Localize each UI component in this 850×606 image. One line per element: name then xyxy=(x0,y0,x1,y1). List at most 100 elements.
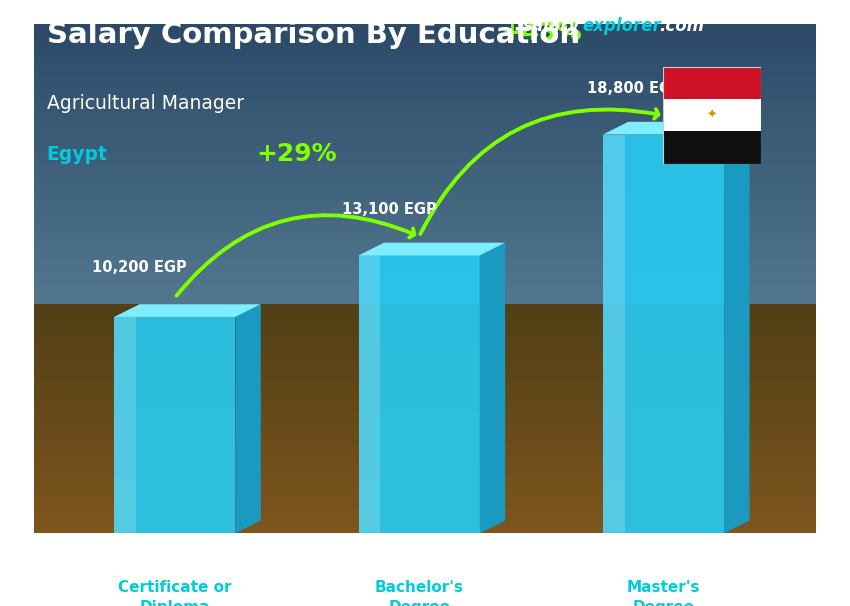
Bar xyxy=(34,438,816,444)
Bar xyxy=(34,336,816,342)
Bar xyxy=(34,342,816,349)
Bar xyxy=(34,482,816,488)
Polygon shape xyxy=(603,122,750,135)
Bar xyxy=(34,291,816,298)
Text: 10,200 EGP: 10,200 EGP xyxy=(92,259,187,275)
Bar xyxy=(34,495,816,502)
Bar xyxy=(34,69,816,75)
Bar xyxy=(34,247,816,253)
Text: +43%: +43% xyxy=(501,21,581,45)
Bar xyxy=(34,241,816,247)
Bar xyxy=(34,133,816,139)
Bar xyxy=(34,95,816,101)
Text: salary: salary xyxy=(523,17,580,35)
Bar xyxy=(34,298,816,304)
Text: Agricultural Manager: Agricultural Manager xyxy=(47,94,244,113)
Bar xyxy=(663,99,761,132)
Bar xyxy=(34,375,816,381)
Bar xyxy=(34,451,816,457)
Bar xyxy=(34,431,816,438)
Bar xyxy=(34,164,816,171)
Bar xyxy=(34,508,816,514)
Bar xyxy=(34,253,816,260)
Bar xyxy=(34,107,816,113)
Bar xyxy=(34,463,816,470)
Text: +29%: +29% xyxy=(257,142,337,165)
Text: Salary Comparison By Education: Salary Comparison By Education xyxy=(47,21,580,49)
Bar xyxy=(34,279,816,285)
Bar xyxy=(34,120,816,126)
Bar xyxy=(34,126,816,133)
Polygon shape xyxy=(479,243,505,533)
Bar xyxy=(34,152,816,158)
Bar xyxy=(34,514,816,521)
Bar xyxy=(34,139,816,145)
Bar xyxy=(34,196,816,202)
Bar xyxy=(34,406,816,413)
Text: Bachelor's
Degree: Bachelor's Degree xyxy=(375,580,463,606)
Bar xyxy=(34,82,816,88)
Polygon shape xyxy=(724,122,750,533)
Bar xyxy=(34,177,816,184)
Bar xyxy=(34,88,816,95)
Bar xyxy=(34,215,816,222)
Bar xyxy=(34,381,816,387)
Bar xyxy=(34,387,816,393)
Bar xyxy=(34,75,816,82)
Bar xyxy=(114,317,136,533)
Bar xyxy=(34,145,816,152)
Polygon shape xyxy=(235,304,261,533)
Text: Average Monthly Salary: Average Monthly Salary xyxy=(832,271,842,395)
Bar xyxy=(34,113,816,120)
Bar xyxy=(34,444,816,451)
Bar xyxy=(34,349,816,355)
Text: Master's
Degree: Master's Degree xyxy=(626,580,700,606)
Bar xyxy=(34,56,816,62)
Bar xyxy=(34,413,816,419)
Text: explorer: explorer xyxy=(582,17,661,35)
Bar xyxy=(34,324,816,330)
Bar xyxy=(603,135,724,533)
Text: 13,100 EGP: 13,100 EGP xyxy=(343,202,437,218)
Bar xyxy=(359,256,479,533)
Bar xyxy=(34,235,816,241)
Bar xyxy=(34,228,816,235)
Bar xyxy=(34,37,816,44)
Bar xyxy=(34,190,816,196)
Bar xyxy=(34,184,816,190)
Bar xyxy=(34,393,816,400)
Bar xyxy=(34,470,816,476)
Text: ✦: ✦ xyxy=(706,108,717,122)
Text: Certificate or
Diploma: Certificate or Diploma xyxy=(118,580,231,606)
Bar xyxy=(663,132,761,164)
Text: Egypt: Egypt xyxy=(47,145,108,164)
Bar xyxy=(34,419,816,425)
Bar xyxy=(34,31,816,37)
Bar xyxy=(34,488,816,495)
Bar xyxy=(34,476,816,482)
Bar xyxy=(359,256,380,533)
Bar xyxy=(34,317,816,324)
Bar xyxy=(663,67,761,99)
Bar xyxy=(34,502,816,508)
Bar xyxy=(34,521,816,527)
Bar xyxy=(34,400,816,406)
Bar xyxy=(34,202,816,208)
Polygon shape xyxy=(359,243,505,256)
Text: 18,800 EGP: 18,800 EGP xyxy=(586,81,682,96)
Text: .com: .com xyxy=(659,17,704,35)
Bar xyxy=(34,50,816,56)
Bar xyxy=(34,222,816,228)
Bar xyxy=(34,285,816,291)
Bar xyxy=(34,425,816,431)
Bar xyxy=(34,527,816,533)
Bar xyxy=(34,209,816,215)
Bar xyxy=(603,135,625,533)
Bar xyxy=(34,368,816,375)
Bar xyxy=(34,273,816,279)
Bar xyxy=(34,62,816,69)
Bar xyxy=(34,24,816,31)
Bar xyxy=(34,44,816,50)
Bar xyxy=(34,266,816,273)
Bar xyxy=(34,304,816,311)
